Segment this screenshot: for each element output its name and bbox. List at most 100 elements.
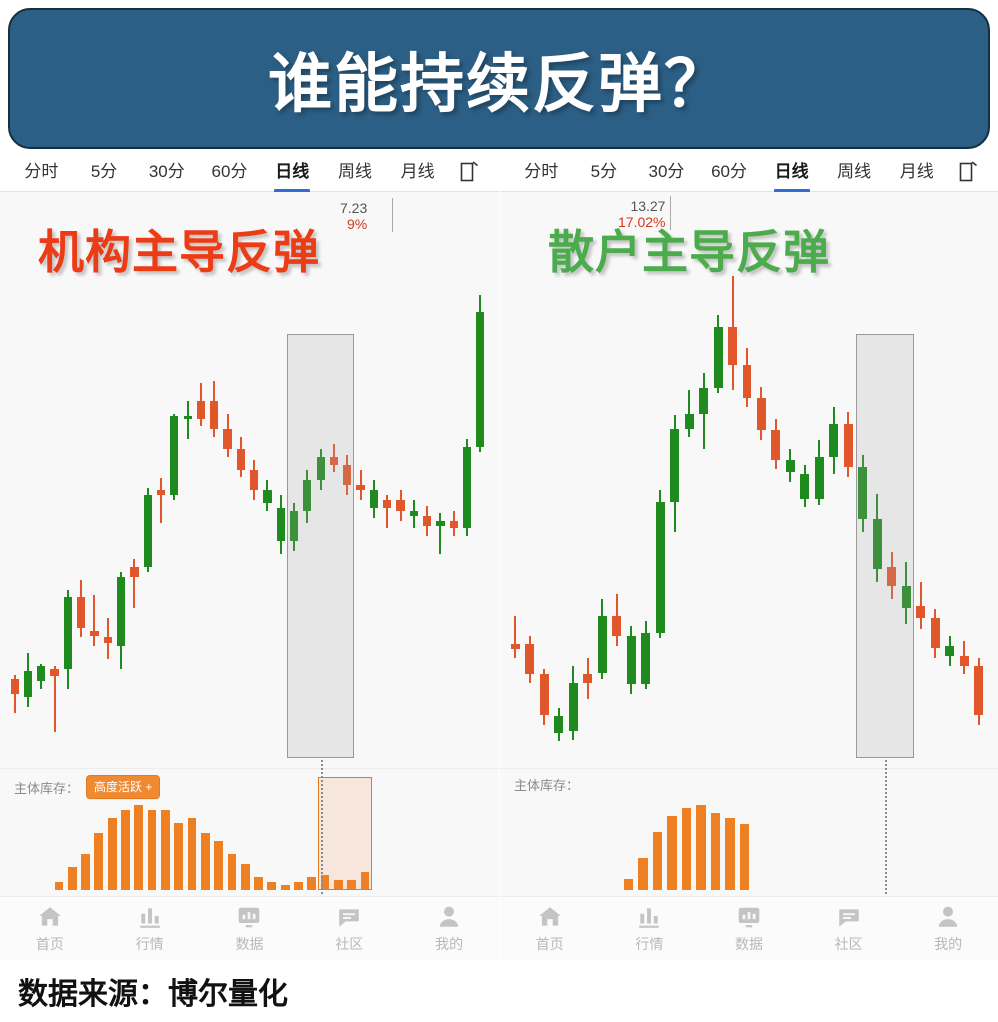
candle-body (369, 490, 378, 509)
rotate-screen-icon (959, 160, 978, 181)
candle-body (116, 576, 126, 646)
candle-body (90, 630, 99, 636)
volume-bar (294, 882, 303, 890)
candle-body (50, 668, 59, 677)
tab-60min-left[interactable]: 60分 (211, 161, 248, 181)
candle-wick (13, 675, 16, 714)
price-value: 7.23 (340, 200, 368, 216)
candle-body (210, 401, 219, 430)
nav-item-community-right[interactable]: 社区 (799, 904, 899, 954)
candle-body (930, 617, 940, 648)
chart-area-left[interactable]: 7.23 9% 主体库存： 高度活跃 + 机构主导反弹 (0, 192, 499, 896)
candle-body (756, 398, 766, 431)
nav-item-quotes-right[interactable]: 行情 (600, 904, 700, 954)
candle-body (800, 473, 810, 499)
tab-fenshi-left[interactable]: 分时 (24, 161, 59, 181)
tab-monthly-right[interactable]: 月线 (899, 161, 934, 181)
footer: 数据来源：博尔量化 (0, 960, 998, 1022)
tab-daily-right[interactable]: 日线 (760, 152, 823, 192)
volume-bar (227, 853, 237, 890)
bar-chart-icon (139, 907, 160, 928)
candle-body (872, 518, 882, 570)
timeframe-tabbar-right: 分时 5分 30分 60分 日线 周线 月线 (500, 152, 998, 192)
candle-body (525, 644, 535, 675)
nav-item-home-right[interactable]: 首页 (500, 904, 600, 954)
candle-body (583, 674, 593, 683)
price-label-group: 13.27 17.02% (618, 198, 665, 230)
price-label-group: 7.23 9% (340, 200, 367, 232)
candle-body (396, 500, 405, 511)
candle-body (436, 520, 445, 526)
candle-body (959, 656, 969, 667)
tab-60min-right[interactable]: 60分 (711, 161, 747, 181)
header-banner: 谁能持续反弹？ (8, 8, 990, 149)
candle-body (10, 678, 19, 695)
tab-weekly-left[interactable]: 周线 (337, 161, 372, 181)
tab-30min-left[interactable]: 30分 (148, 161, 185, 181)
tab-daily-left[interactable]: 日线 (261, 152, 324, 192)
nav-item-home-left[interactable]: 首页 (0, 904, 100, 954)
volume-bar (320, 874, 330, 890)
candle-body (263, 490, 272, 503)
price-pane-right: 13.27 17.02% (500, 192, 998, 768)
volume-bar (681, 807, 692, 890)
candle-body (356, 485, 365, 491)
candle-body (223, 429, 232, 450)
volume-bar (94, 833, 104, 890)
candle-body (771, 430, 781, 461)
candle-body (655, 502, 665, 633)
status-badge-left[interactable]: 高度活跃 + (86, 775, 161, 799)
nav-item-data-right[interactable]: 数据 (699, 904, 799, 954)
nav-item-data-left[interactable]: 数据 (200, 904, 300, 954)
tab-5min-left[interactable]: 5分 (90, 161, 118, 181)
rotate-screen-button-left[interactable] (449, 160, 489, 184)
candle-wick (133, 559, 136, 608)
rotate-screen-button-right[interactable] (948, 160, 988, 184)
tab-30min-right[interactable]: 30分 (648, 161, 685, 181)
candle-wick (160, 477, 162, 524)
nav-label-home-right: 首页 (535, 935, 564, 952)
bar-chart-icon (639, 907, 660, 928)
volume-bar (652, 831, 663, 890)
chart-area-right[interactable]: 13.27 17.02% 主体库存： 散户主导反弹 (500, 192, 998, 896)
candle-body (728, 326, 737, 366)
candle-body (343, 464, 352, 486)
candle-body (77, 597, 86, 628)
tab-5min-right[interactable]: 5分 (590, 161, 618, 181)
nav-item-mine-right[interactable]: 我的 (898, 904, 998, 954)
candle-body (276, 508, 285, 542)
tab-fenshi-right[interactable]: 分时 (524, 161, 559, 181)
volume-bar (121, 810, 130, 890)
nav-label-home-left: 首页 (35, 935, 64, 952)
nav-item-community-left[interactable]: 社区 (299, 904, 399, 954)
candle-wick (186, 401, 189, 440)
volume-bar (710, 812, 721, 890)
tab-monthly-left[interactable]: 月线 (400, 161, 435, 181)
volume-bar (200, 833, 210, 890)
caption-right: 散户主导反弹 (548, 226, 830, 278)
candle-body (916, 605, 926, 618)
nav-item-mine-left[interactable]: 我的 (399, 904, 499, 954)
volume-bar (667, 815, 677, 890)
volume-bar (307, 877, 317, 890)
volume-bar (739, 823, 750, 890)
volume-bar (161, 810, 170, 890)
price-tick-mark (392, 198, 393, 232)
volume-bar (347, 879, 357, 890)
nav-item-quotes-left[interactable]: 行情 (100, 904, 200, 954)
volume-bar (623, 879, 634, 890)
candle-body (974, 666, 984, 715)
candle-body (449, 520, 458, 529)
candle-body (568, 682, 578, 732)
nav-label-quotes-right: 行情 (635, 935, 664, 952)
panel-right: 分时 5分 30分 60分 日线 周线 月线 13.27 17.02% (499, 152, 998, 960)
volume-bar (696, 805, 706, 890)
tab-weekly-right[interactable]: 周线 (837, 161, 872, 181)
volume-bar (267, 882, 277, 890)
candle-wick (439, 513, 442, 554)
panel-left: 分时 5分 30分 60分 日线 周线 月线 7.23 9% 主 (0, 152, 499, 960)
volume-bar (333, 879, 343, 890)
candle-body (699, 388, 709, 414)
person-icon (938, 906, 958, 927)
volume-highlight-box (317, 777, 373, 890)
